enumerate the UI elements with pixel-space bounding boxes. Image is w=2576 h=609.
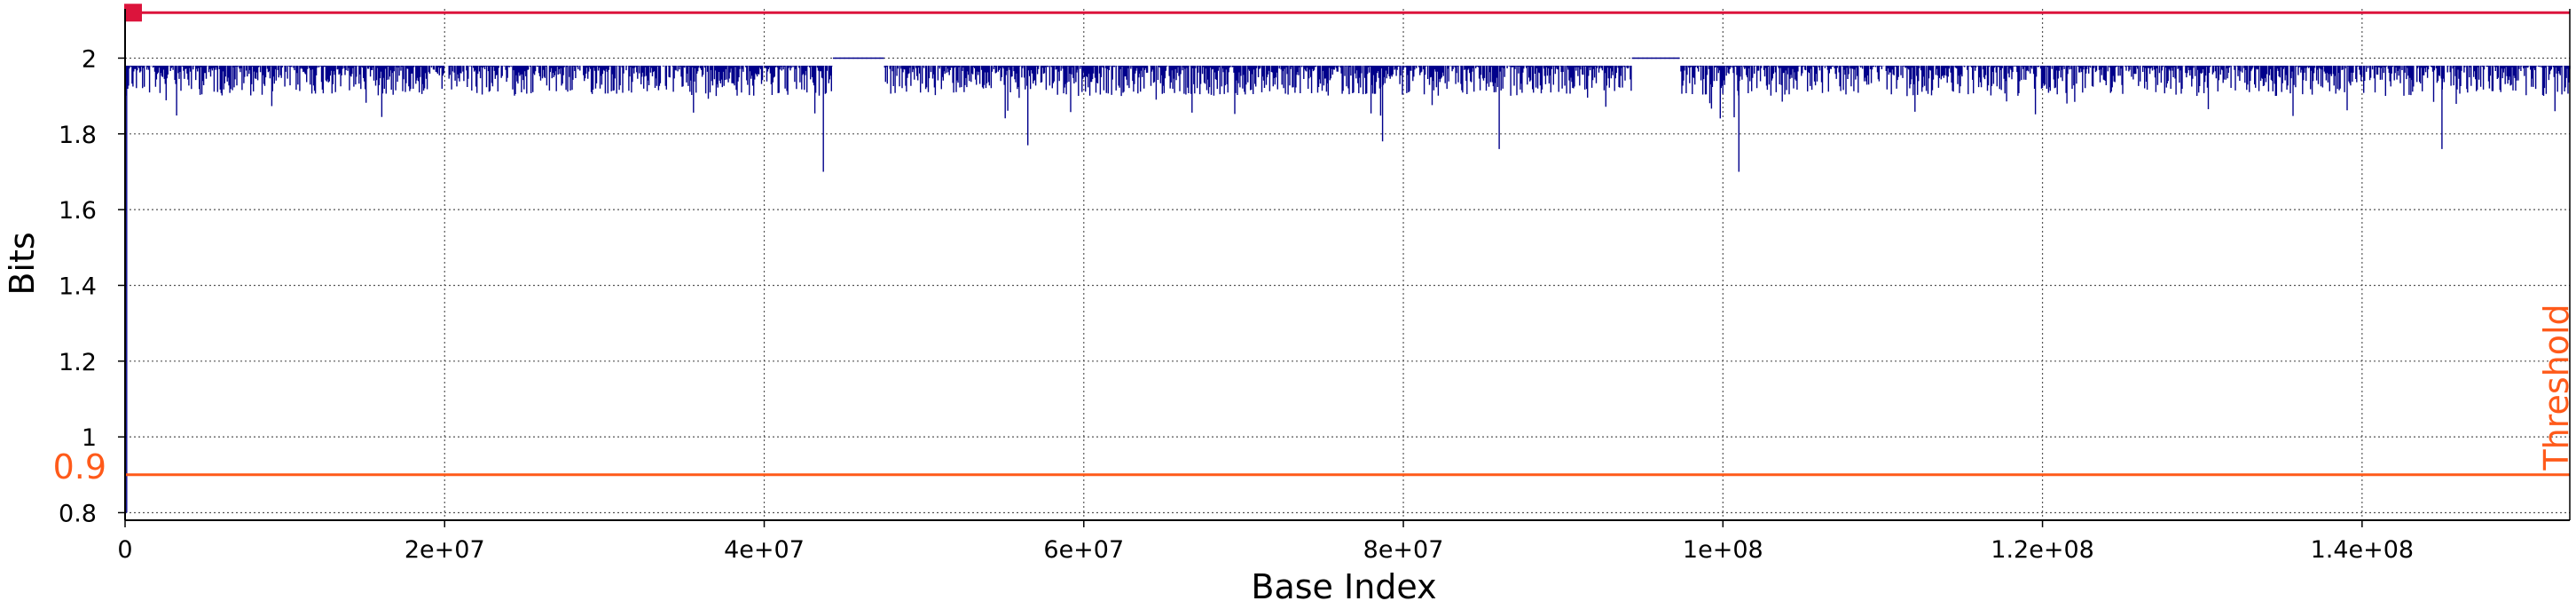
- y-axis-title: Bits: [3, 232, 42, 295]
- top-reference-marker: [124, 4, 143, 22]
- threshold-value-label: 0.9: [53, 447, 106, 486]
- grid-lines: [125, 9, 2570, 520]
- x-tick-label: 6e+07: [1043, 536, 1124, 564]
- x-tick-label: 1.2e+08: [1991, 536, 2094, 564]
- x-axis-title: Base Index: [1251, 567, 1436, 606]
- x-tick-label: 8e+07: [1363, 536, 1444, 564]
- y-tick-label: 0.8: [59, 500, 97, 527]
- y-tick-label: 1.4: [59, 273, 97, 300]
- plot-frame: [124, 9, 2571, 521]
- y-tick-label: 2: [82, 45, 97, 73]
- x-tick-label: 1.4e+08: [2311, 536, 2415, 564]
- reference-lines: [124, 4, 2570, 477]
- x-axis-ticks: 0 2e+07 4e+07 6e+07 8e+07 1e+08 1.2e+08 1.4e+08: [117, 520, 2414, 564]
- y-tick-label: 1.2: [59, 349, 97, 376]
- x-tick-label: 2e+07: [404, 536, 485, 564]
- threshold-label: Threshold: [2537, 304, 2576, 471]
- y-axis-ticks: 0.8 1 1.2 1.4 1.6 1.8 2: [59, 45, 125, 527]
- x-tick-label: 4e+07: [724, 536, 805, 564]
- x-tick-label: 0: [117, 536, 132, 564]
- x-tick-label: 1e+08: [1683, 536, 1763, 564]
- y-tick-label: 1: [82, 424, 97, 452]
- y-tick-label: 1.8: [59, 122, 97, 149]
- y-tick-label: 1.6: [59, 197, 97, 225]
